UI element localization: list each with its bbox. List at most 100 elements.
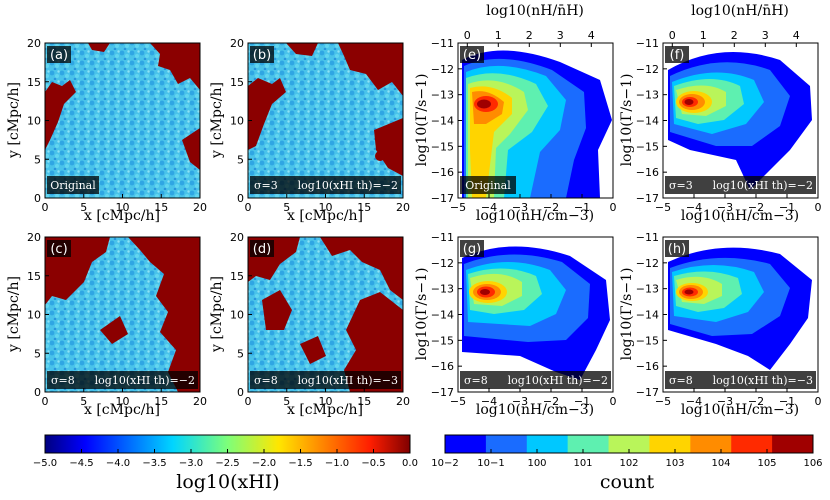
phase-ytick-label: −11 xyxy=(431,37,454,50)
map-ytick-label: 15 xyxy=(230,270,244,283)
panel-tag-box xyxy=(250,240,274,257)
map-ylabel-d: y [cMpc/h] xyxy=(209,276,225,353)
map-ytick-label: 5 xyxy=(237,347,244,360)
map-xtick-label: 15 xyxy=(154,201,168,214)
phase-xtick-label: −1 xyxy=(574,395,590,408)
map-xtick-label: 20 xyxy=(396,395,410,408)
threshold-label: log10(xHI th)=−3 xyxy=(713,374,813,387)
colorbar-xhi-tick-label: −5.0 xyxy=(33,458,57,469)
phase-xtick-label: −5 xyxy=(655,395,671,408)
panel-label: Original xyxy=(50,179,96,192)
phase-toptick-label: 4 xyxy=(793,29,800,42)
map-xtick-label: 15 xyxy=(357,201,371,214)
colorbar-count-segment xyxy=(731,435,773,453)
phase-xtick-label: −5 xyxy=(450,395,466,408)
map-panel-a: (a) Original xyxy=(44,42,201,199)
panel-tag-box xyxy=(460,46,484,63)
phase-xtick-label: −2 xyxy=(543,201,559,214)
phase-ytick-label: −12 xyxy=(431,257,454,270)
phase-xtick-label: −3 xyxy=(512,395,528,408)
phase-ytick-label: −15 xyxy=(636,334,659,347)
threshold-label: log10(xHI th)=−2 xyxy=(508,374,608,387)
phase-toptick-label: 2 xyxy=(526,29,533,42)
label-box xyxy=(665,371,816,389)
colorbar-count-tick-label: 103 xyxy=(665,458,684,469)
panel-tag-box xyxy=(460,240,484,257)
colorbar-count-tick-label: 101 xyxy=(573,458,592,469)
map-ylabel-c: y [cMpc/h] xyxy=(6,276,22,353)
colorbar-xhi-tick-label: −0.5 xyxy=(361,458,385,469)
map-xlabel-a: x [cMpc/h] xyxy=(84,208,160,224)
label-box xyxy=(47,371,198,389)
phase-panel-g: (g) σ=8 log10(xHI th)=−2 xyxy=(457,236,614,393)
panel-tag-box xyxy=(665,46,689,63)
phase-ytick-label: −14 xyxy=(431,115,454,128)
colorbar-xhi-tick-label: −4.0 xyxy=(106,458,130,469)
colorbar-count-segment xyxy=(772,435,814,453)
map-xtick-label: 20 xyxy=(193,201,207,214)
phase-ytick-label: −13 xyxy=(431,283,454,296)
map-ylabel-b: y [cMpc/h] xyxy=(209,82,225,159)
phase-xtick-label: −4 xyxy=(481,201,497,214)
colorbar-count-segment xyxy=(567,435,610,453)
colorbar-xhi-tick-label: −3.5 xyxy=(142,458,166,469)
map-xtick-label: 5 xyxy=(80,395,87,408)
map-ytick-label: 15 xyxy=(230,76,244,89)
phase-contours xyxy=(462,50,612,198)
map-xtick-label: 10 xyxy=(319,395,333,408)
label-box xyxy=(250,176,401,194)
sigma-label: σ=8 xyxy=(254,374,278,387)
colorbar-count-segment xyxy=(608,435,650,453)
phase-xtick-label: −3 xyxy=(717,395,733,408)
map-xtick-label: 20 xyxy=(193,395,207,408)
panel-tag: (b) xyxy=(253,48,271,63)
colorbar-xhi-gradient xyxy=(45,435,410,453)
phase-ytick-label: −14 xyxy=(431,309,454,322)
label-box xyxy=(47,176,99,194)
phase-toplabel-f: log10(nH/n̄H) xyxy=(691,3,789,19)
phase-xtick-label: 0 xyxy=(815,201,822,214)
map-ytick-label: 20 xyxy=(230,37,244,50)
phase-xlabel-g: log10(nH/cm−3) xyxy=(476,402,594,418)
colorbar-count-segment xyxy=(445,435,487,453)
colorbar-count-tick-label: 102 xyxy=(619,458,638,469)
phase-xlabel-f: log10(nH/cm−3) xyxy=(681,208,799,224)
phase-contours xyxy=(462,246,610,380)
phase-xtick-label: 0 xyxy=(610,201,617,214)
map-ytick-label: 0 xyxy=(34,192,41,205)
phase-ytick-label: −11 xyxy=(636,37,659,50)
phase-toptick-label: 2 xyxy=(731,29,738,42)
threshold-label: log10(xHI th)=−3 xyxy=(298,374,398,387)
panel-tag: (f) xyxy=(670,48,685,63)
map-xtick-label: 5 xyxy=(283,201,290,214)
sigma-label: σ=8 xyxy=(669,374,693,387)
colorbar-count-tick-label: 100 xyxy=(527,458,546,469)
phase-ytick-label: −13 xyxy=(431,89,454,102)
threshold-label: log10(xHI th)=−2 xyxy=(95,374,195,387)
phase-xtick-label: −2 xyxy=(748,201,764,214)
threshold-label: log10(xHI th)=−2 xyxy=(713,179,813,192)
phase-panel-e: (e) Original xyxy=(457,42,614,199)
phase-xtick-label: −1 xyxy=(779,395,795,408)
colorbar-count-segment xyxy=(649,435,691,453)
panel-tag: (e) xyxy=(463,48,481,63)
map-xtick-label: 0 xyxy=(42,201,49,214)
panel-tag: (d) xyxy=(253,242,271,257)
phase-xtick-label: −2 xyxy=(543,395,559,408)
colorbar-count-segment xyxy=(690,435,732,453)
colorbar-count-segment xyxy=(526,435,569,453)
map-xtick-label: 5 xyxy=(80,201,87,214)
panel-tag-box xyxy=(47,46,71,63)
map-xtick-label: 10 xyxy=(319,201,333,214)
panel-tag: (g) xyxy=(463,242,481,257)
map-xtick-label: 10 xyxy=(116,201,130,214)
phase-ylabel-h: log10(Γ/s−1) xyxy=(619,268,635,361)
map-ytick-label: 10 xyxy=(27,309,41,322)
phase-ytick-label: −16 xyxy=(431,360,454,373)
map-xtick-label: 0 xyxy=(245,201,252,214)
neutral-islands xyxy=(45,43,200,170)
phase-ytick-label: −15 xyxy=(431,140,454,153)
phase-xtick-label: 0 xyxy=(815,395,822,408)
phase-ytick-label: −15 xyxy=(431,334,454,347)
phase-toptick-label: 1 xyxy=(700,29,707,42)
